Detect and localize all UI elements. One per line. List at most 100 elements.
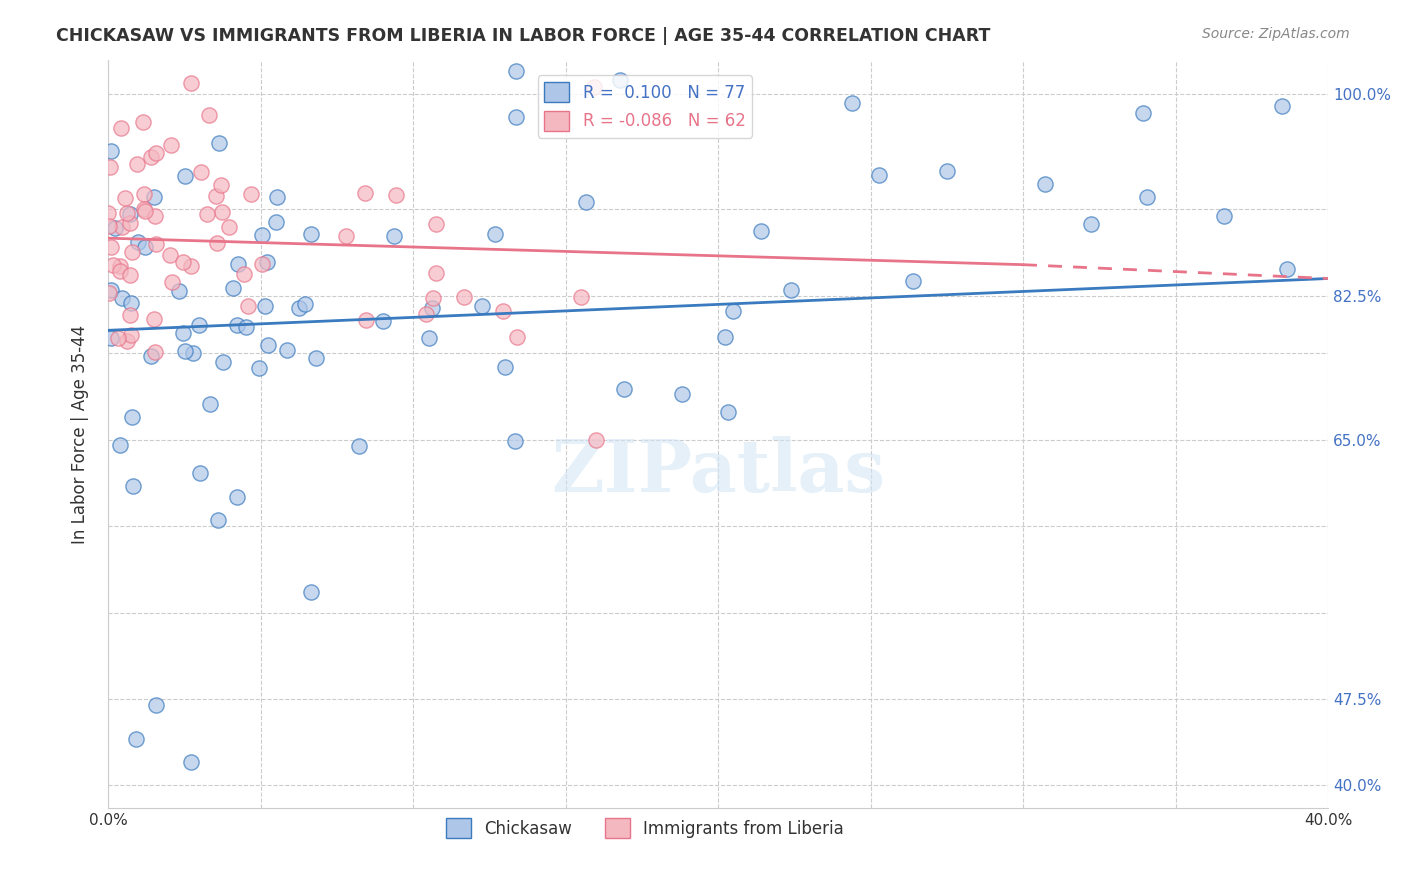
- Point: [235, 320, 257, 334]
- Point: [453, 290, 475, 304]
- Point: [936, 163, 959, 178]
- Point: [505, 434, 527, 448]
- Point: [779, 283, 801, 297]
- Point: [141, 349, 163, 363]
- Point: [134, 187, 156, 202]
- Point: [714, 330, 737, 344]
- Point: [299, 584, 322, 599]
- Point: [582, 80, 605, 95]
- Point: [172, 326, 194, 340]
- Point: [143, 210, 166, 224]
- Point: [505, 64, 527, 78]
- Point: [354, 313, 377, 327]
- Point: [218, 219, 240, 234]
- Point: [100, 240, 122, 254]
- Point: [120, 295, 142, 310]
- Point: [97, 219, 120, 233]
- Point: [141, 150, 163, 164]
- Point: [347, 439, 370, 453]
- Point: [110, 264, 132, 278]
- Legend: Chickasaw, Immigrants from Liberia: Chickasaw, Immigrants from Liberia: [439, 812, 851, 845]
- Point: [200, 397, 222, 411]
- Point: [167, 284, 190, 298]
- Point: [118, 268, 141, 283]
- Point: [841, 96, 863, 111]
- Point: [118, 216, 141, 230]
- Point: [385, 187, 408, 202]
- Point: [143, 190, 166, 204]
- Point: [120, 328, 142, 343]
- Point: [117, 334, 139, 348]
- Point: [120, 207, 142, 221]
- Point: [134, 240, 156, 254]
- Point: [256, 338, 278, 352]
- Point: [142, 312, 165, 326]
- Point: [252, 257, 274, 271]
- Point: [721, 304, 744, 318]
- Point: [505, 110, 527, 124]
- Point: [253, 299, 276, 313]
- Point: [1135, 189, 1157, 203]
- Point: [492, 304, 515, 318]
- Point: [211, 355, 233, 369]
- Point: [121, 479, 143, 493]
- Point: [250, 227, 273, 242]
- Point: [266, 190, 288, 204]
- Point: [415, 307, 437, 321]
- Point: [1277, 262, 1299, 277]
- Point: [145, 237, 167, 252]
- Point: [160, 275, 183, 289]
- Point: [98, 160, 121, 174]
- Point: [247, 361, 270, 376]
- Point: [1271, 98, 1294, 112]
- Point: [125, 732, 148, 747]
- Point: [305, 351, 328, 366]
- Point: [613, 382, 636, 396]
- Point: [172, 255, 194, 269]
- Point: [240, 186, 263, 201]
- Point: [256, 255, 278, 269]
- Point: [671, 387, 693, 401]
- Point: [749, 224, 772, 238]
- Point: [107, 330, 129, 344]
- Point: [569, 289, 592, 303]
- Point: [120, 308, 142, 322]
- Point: [418, 331, 440, 345]
- Point: [353, 186, 375, 200]
- Point: [181, 345, 204, 359]
- Point: [180, 756, 202, 770]
- Point: [110, 438, 132, 452]
- Point: [585, 433, 607, 447]
- Point: [174, 344, 197, 359]
- Point: [100, 283, 122, 297]
- Point: [506, 330, 529, 344]
- Point: [125, 157, 148, 171]
- Point: [110, 121, 132, 136]
- Point: [208, 136, 231, 150]
- Point: [575, 195, 598, 210]
- Point: [903, 274, 925, 288]
- Point: [207, 235, 229, 250]
- Point: [159, 247, 181, 261]
- Point: [188, 318, 211, 332]
- Point: [110, 260, 132, 274]
- Point: [195, 207, 218, 221]
- Point: [226, 318, 249, 332]
- Point: [180, 260, 202, 274]
- Point: [211, 205, 233, 219]
- Point: [264, 215, 287, 229]
- Point: [103, 258, 125, 272]
- Point: [97, 205, 120, 219]
- Point: [425, 217, 447, 231]
- Point: [121, 409, 143, 424]
- Point: [294, 297, 316, 311]
- Point: [111, 291, 134, 305]
- Y-axis label: In Labor Force | Age 35-44: In Labor Force | Age 35-44: [72, 325, 89, 543]
- Point: [335, 229, 357, 244]
- Point: [276, 343, 298, 357]
- Point: [190, 467, 212, 481]
- Point: [121, 244, 143, 259]
- Point: [98, 286, 121, 301]
- Point: [371, 314, 394, 328]
- Point: [143, 345, 166, 359]
